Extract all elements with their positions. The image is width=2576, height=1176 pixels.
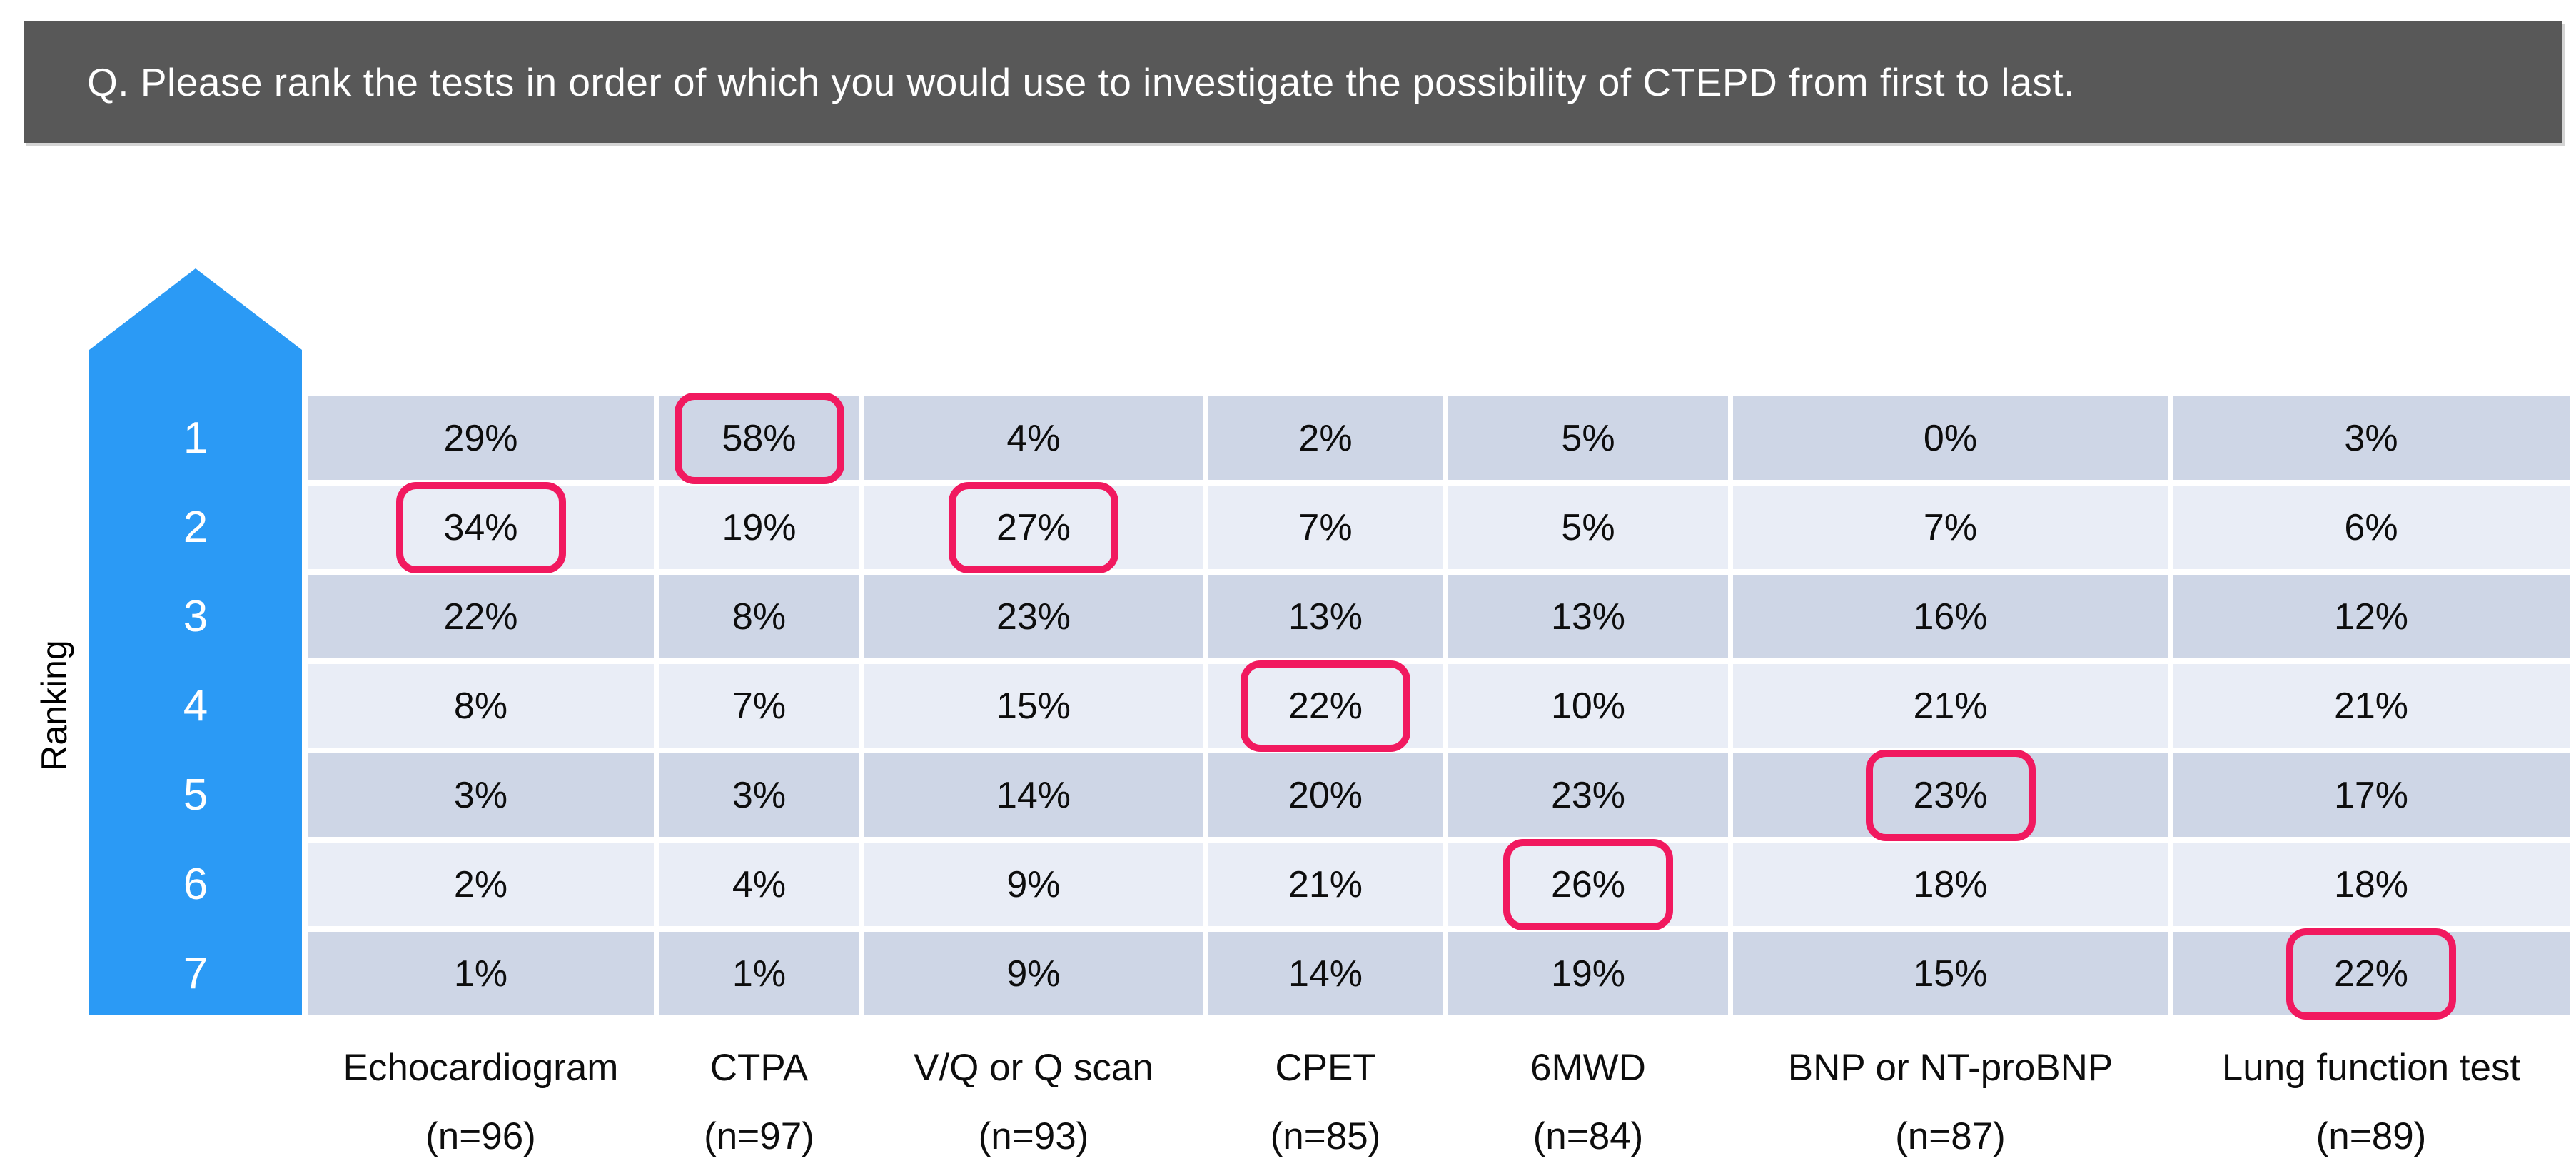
table-cell: 8%: [659, 575, 859, 658]
table-cell: 14%: [1208, 932, 1443, 1015]
sample-size: (n=87): [1895, 1115, 2006, 1157]
question-bar: Q. Please rank the tests in order of whi…: [24, 21, 2562, 143]
highlight-box: 26%: [1503, 838, 1673, 930]
table-cell: 20%: [1208, 753, 1443, 837]
column-footer: CTPA (n=97): [659, 1034, 859, 1171]
sample-size: (n=96): [425, 1115, 536, 1157]
table-cell: 23%: [1448, 753, 1728, 837]
column-footer: CPET (n=85): [1208, 1034, 1443, 1171]
ranking-table: 29% 58% 4% 2% 5% 0% 3% 34% 19% 27% 7% 5% 7% 6% 22% 8% 23…: [308, 392, 2570, 1020]
test-name: BNP or NT-proBNP: [1787, 1047, 2113, 1089]
highlight-box: 22%: [1241, 660, 1410, 752]
table-cell: 3%: [308, 753, 654, 837]
table-cell: 18%: [1733, 843, 2168, 926]
table-cell: 21%: [1208, 843, 1443, 926]
test-name: Echocardiogram: [343, 1047, 619, 1089]
table-cell: 22%: [2173, 928, 2570, 1020]
rank-number: 2: [183, 503, 208, 552]
column-footer: Echocardiogram (n=96): [308, 1034, 654, 1171]
table-cell: 2%: [1208, 396, 1443, 480]
table-cell: 5%: [1448, 396, 1728, 480]
test-name: Lung function test: [2221, 1047, 2521, 1089]
table-cell: 4%: [659, 843, 859, 926]
table-cell: 13%: [1448, 575, 1728, 658]
rank-number: 3: [183, 592, 208, 641]
table-cell: 21%: [2173, 664, 2570, 748]
sample-size: (n=84): [1532, 1115, 1644, 1157]
table-cell: 29%: [308, 396, 654, 480]
table-cell: 4%: [864, 396, 1203, 480]
highlight-box: 34%: [395, 481, 566, 573]
highlight-box: 27%: [949, 481, 1118, 573]
table-cell: 5%: [1448, 486, 1728, 569]
table-cell: 58%: [659, 392, 859, 484]
table-cell: 3%: [659, 753, 859, 837]
sample-size: (n=93): [978, 1115, 1089, 1157]
rank-number: 1: [183, 413, 208, 463]
table-cell: 6%: [2173, 486, 2570, 569]
test-name: CPET: [1275, 1047, 1376, 1089]
table-cell: 27%: [864, 481, 1203, 573]
column-footer: BNP or NT-proBNP (n=87): [1733, 1034, 2168, 1171]
sample-size: (n=85): [1270, 1115, 1381, 1157]
table-cell: 26%: [1448, 838, 1728, 930]
table-cell: 3%: [2173, 396, 2570, 480]
table-cell: 7%: [1208, 486, 1443, 569]
table-cell: 17%: [2173, 753, 2570, 837]
ranking-axis-label: Ranking: [34, 640, 74, 771]
sample-size: (n=89): [2315, 1115, 2427, 1157]
table-cell: 9%: [864, 932, 1203, 1015]
table-cell: 1%: [659, 932, 859, 1015]
question-text: Q. Please rank the tests in order of whi…: [87, 60, 2075, 104]
table-cell: 15%: [864, 664, 1203, 748]
table-cell: 1%: [308, 932, 654, 1015]
table-cell: 22%: [308, 575, 654, 658]
rank-numbers-column: 1 2 3 4 5 6 7: [89, 396, 302, 1015]
rank-number: 6: [183, 860, 208, 909]
table-cell: 18%: [2173, 843, 2570, 926]
table-cell: 7%: [1733, 486, 2168, 569]
table-cell: 34%: [308, 481, 654, 573]
table-cell: 13%: [1208, 575, 1443, 658]
table-cell: 15%: [1733, 932, 2168, 1015]
ranking-arrow-up-shape: [89, 268, 302, 1015]
table-cell: 9%: [864, 843, 1203, 926]
highlight-box: 58%: [674, 392, 844, 484]
table-cell: 14%: [864, 753, 1203, 837]
rank-number: 7: [183, 949, 208, 998]
table-cell: 22%: [1208, 660, 1443, 752]
highlight-box: 22%: [2286, 928, 2456, 1020]
column-footer: V/Q or Q scan (n=93): [864, 1034, 1203, 1171]
table-cell: 7%: [659, 664, 859, 748]
sample-size: (n=97): [704, 1115, 814, 1157]
highlight-box: 23%: [1865, 749, 2036, 841]
table-cell: 21%: [1733, 664, 2168, 748]
table-cell: 8%: [308, 664, 654, 748]
table-cell: 19%: [659, 486, 859, 569]
column-footer: Lung function test (n=89): [2173, 1034, 2570, 1171]
rank-number: 5: [183, 770, 208, 820]
table-cell: 2%: [308, 843, 654, 926]
column-footer: 6MWD (n=84): [1448, 1034, 1728, 1171]
test-name: CTPA: [709, 1047, 809, 1089]
table-cell: 10%: [1448, 664, 1728, 748]
table-cell: 23%: [864, 575, 1203, 658]
test-name: V/Q or Q scan: [914, 1047, 1153, 1089]
rank-number: 4: [183, 681, 208, 730]
table-cell: 23%: [1733, 749, 2168, 841]
table-cell: 12%: [2173, 575, 2570, 658]
table-cell: 0%: [1733, 396, 2168, 480]
test-name: 6MWD: [1530, 1047, 1646, 1089]
table-cell: 16%: [1733, 575, 2168, 658]
test-column-labels: Echocardiogram (n=96) CTPA (n=97) V/Q or Q s…: [308, 1034, 2570, 1171]
table-cell: 19%: [1448, 932, 1728, 1015]
